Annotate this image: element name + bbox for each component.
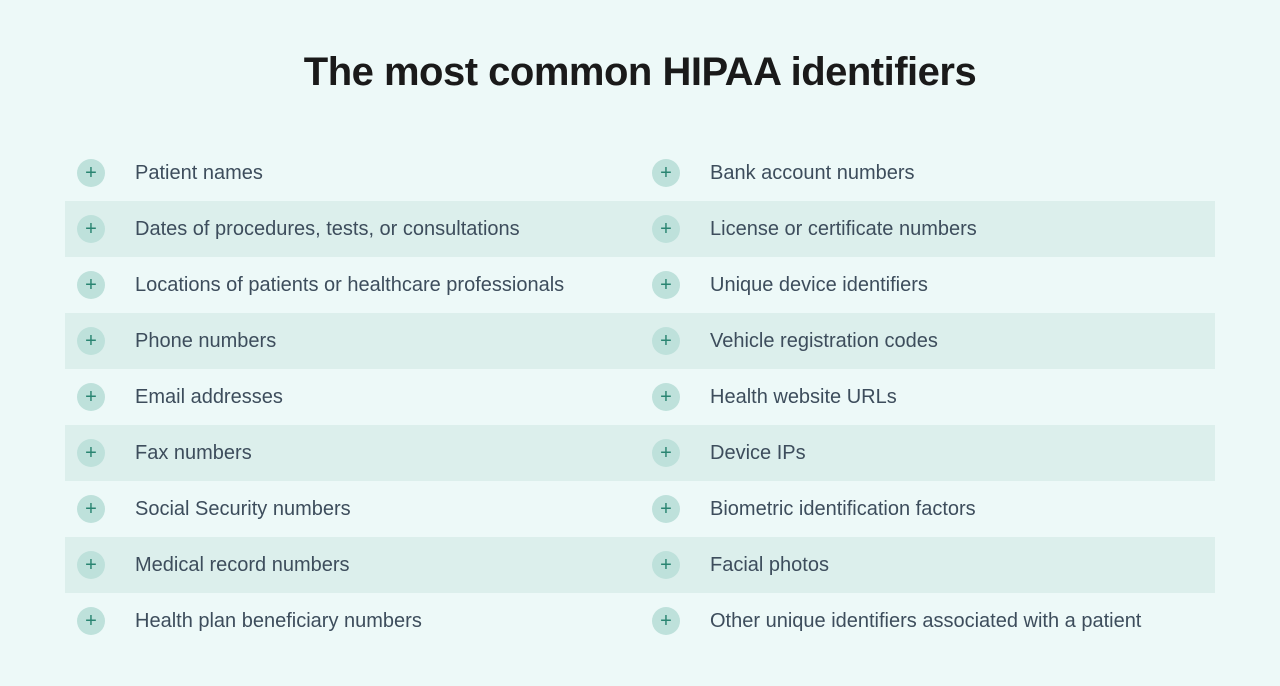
plus-icon: + [77,607,105,635]
list-item: + Facial photos [640,537,1215,593]
plus-icon: + [652,607,680,635]
plus-icon: + [652,159,680,187]
item-label: Locations of patients or healthcare prof… [135,274,564,297]
item-label: Phone numbers [135,330,276,353]
item-label: Medical record numbers [135,554,350,577]
list-item: + Patient names [65,145,640,201]
plus-icon: + [652,271,680,299]
list-item: + Other unique identifiers associated wi… [640,593,1215,649]
item-label: Unique device identifiers [710,274,928,297]
list-item: + Fax numbers [65,425,640,481]
plus-icon: + [652,327,680,355]
item-label: Social Security numbers [135,498,351,521]
plus-icon: + [77,439,105,467]
plus-icon: + [652,439,680,467]
list-item: + Health website URLs [640,369,1215,425]
item-label: License or certificate numbers [710,218,977,241]
list-item: + License or certificate numbers [640,201,1215,257]
plus-icon: + [652,383,680,411]
plus-icon: + [77,551,105,579]
list-item: + Health plan beneficiary numbers [65,593,640,649]
item-label: Email addresses [135,386,283,409]
plus-icon: + [77,271,105,299]
list-item: + Bank account numbers [640,145,1215,201]
item-label: Vehicle registration codes [710,330,938,353]
plus-icon: + [652,495,680,523]
list-item: + Locations of patients or healthcare pr… [65,257,640,313]
list-item: + Social Security numbers [65,481,640,537]
item-label: Dates of procedures, tests, or consultat… [135,218,520,241]
plus-icon: + [77,159,105,187]
list-item: + Biometric identification factors [640,481,1215,537]
item-label: Fax numbers [135,442,252,465]
item-label: Biometric identification factors [710,498,976,521]
page-title: The most common HIPAA identifiers [65,50,1215,95]
identifiers-grid: + Patient names + Bank account numbers +… [65,145,1215,649]
list-item: + Unique device identifiers [640,257,1215,313]
plus-icon: + [652,551,680,579]
item-label: Device IPs [710,442,806,465]
list-item: + Phone numbers [65,313,640,369]
item-label: Other unique identifiers associated with… [710,610,1141,633]
list-item: + Email addresses [65,369,640,425]
list-item: + Vehicle registration codes [640,313,1215,369]
item-label: Patient names [135,162,263,185]
list-item: + Dates of procedures, tests, or consult… [65,201,640,257]
item-label: Facial photos [710,554,829,577]
plus-icon: + [77,383,105,411]
item-label: Health website URLs [710,386,897,409]
item-label: Bank account numbers [710,162,915,185]
list-item: + Device IPs [640,425,1215,481]
list-item: + Medical record numbers [65,537,640,593]
plus-icon: + [652,215,680,243]
item-label: Health plan beneficiary numbers [135,610,422,633]
plus-icon: + [77,495,105,523]
plus-icon: + [77,327,105,355]
plus-icon: + [77,215,105,243]
